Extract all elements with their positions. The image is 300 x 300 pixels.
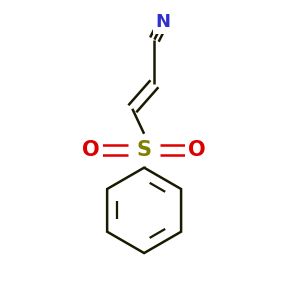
Text: O: O [188,140,206,160]
Text: O: O [82,140,100,160]
Text: S: S [136,140,152,160]
Text: N: N [156,13,171,31]
